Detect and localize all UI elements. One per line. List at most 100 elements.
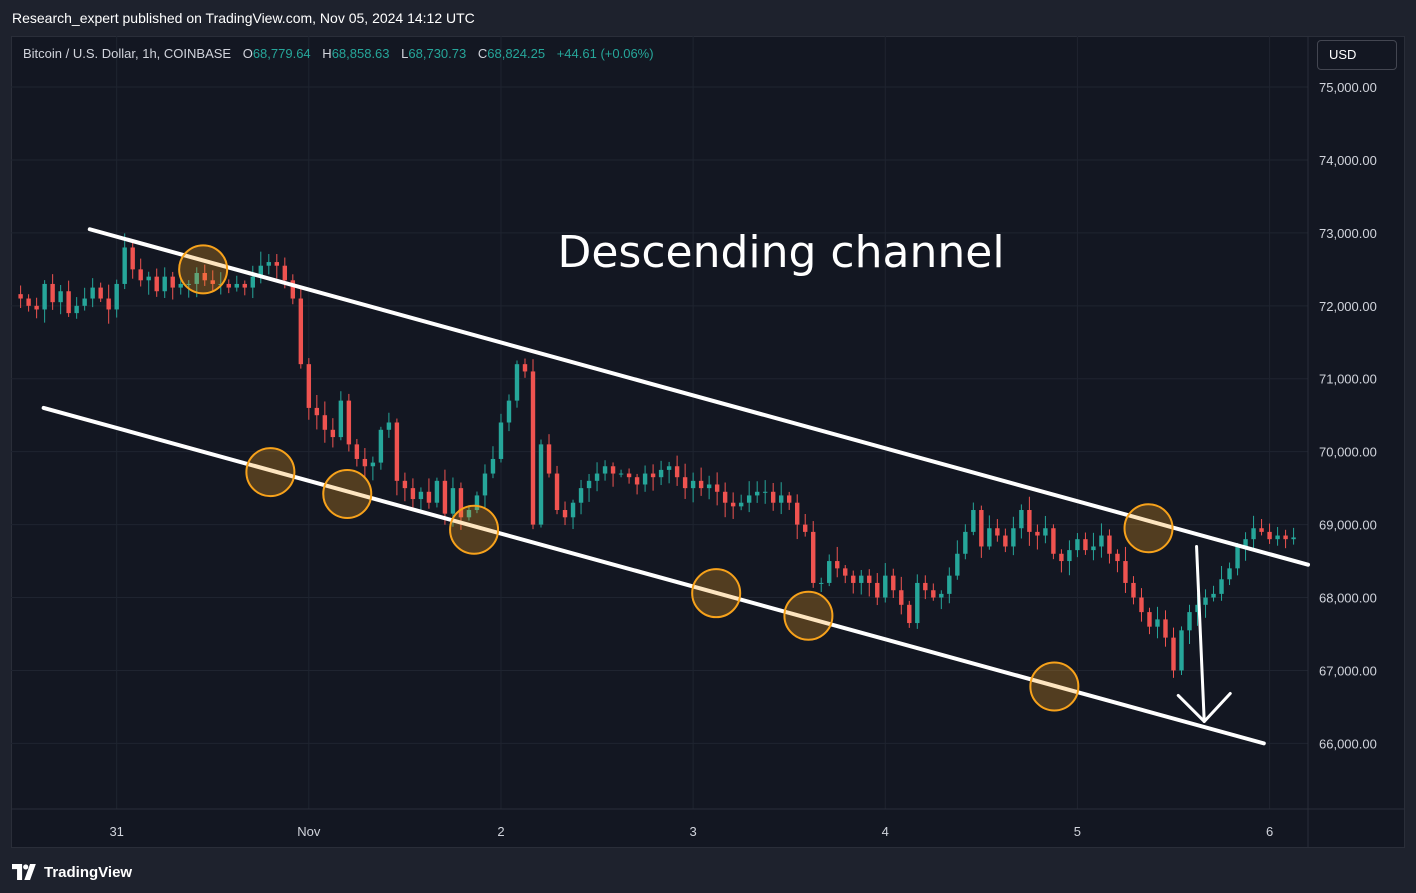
- candle-body: [50, 283, 55, 303]
- candle-down: [1115, 549, 1120, 573]
- candle-body: [1275, 535, 1280, 540]
- candle-down: [1035, 524, 1040, 550]
- candle-body: [482, 473, 488, 496]
- candle-body: [194, 273, 199, 284]
- candle-body: [274, 262, 280, 266]
- candle-body: [955, 553, 960, 576]
- arrow-shaft: [1195, 544, 1206, 723]
- candle-body: [538, 444, 544, 525]
- candle-body: [146, 276, 151, 281]
- candle-down: [851, 570, 856, 594]
- time-tick-label: 3: [690, 824, 697, 839]
- candle-body: [154, 276, 159, 292]
- candle-body: [546, 444, 552, 474]
- candle-body: [963, 531, 968, 554]
- candle-body: [1107, 535, 1112, 554]
- candle-down: [907, 600, 912, 628]
- currency-button[interactable]: USD: [1317, 40, 1397, 70]
- candle-down: [923, 575, 928, 600]
- candle-up: [859, 570, 864, 595]
- candle-body: [1131, 582, 1136, 598]
- candle-body: [386, 422, 392, 430]
- candle-down: [362, 448, 368, 478]
- candle-down: [891, 568, 896, 599]
- chart-frame[interactable]: [11, 36, 1405, 848]
- candle-body: [1267, 531, 1272, 540]
- candle-body: [738, 502, 744, 507]
- candle-body: [1011, 528, 1016, 547]
- lower-channel-line: [41, 405, 1266, 746]
- candle-down: [210, 270, 215, 292]
- candle-up: [1203, 589, 1208, 618]
- candle-up: [82, 287, 87, 311]
- candle-body: [290, 280, 296, 299]
- candle-up: [578, 479, 584, 515]
- tradingview-logo-icon: [12, 864, 36, 880]
- candle-up: [1019, 504, 1024, 539]
- candle-up: [642, 465, 648, 492]
- low-label: L: [401, 46, 409, 61]
- candle-up: [955, 540, 960, 580]
- candle-body: [674, 466, 680, 478]
- candle-body: [514, 364, 520, 401]
- candle-body: [250, 276, 255, 288]
- tradingview-brand[interactable]: TradingView: [12, 860, 132, 884]
- candle-down: [1003, 528, 1008, 553]
- candle-down: [106, 284, 111, 324]
- candle-up: [706, 475, 712, 500]
- candle-down: [130, 239, 135, 279]
- candle-up: [1291, 527, 1296, 545]
- candle-body: [1155, 619, 1160, 627]
- candle-down: [546, 434, 552, 478]
- candle-body: [258, 265, 263, 277]
- descending-channel: [41, 227, 1310, 746]
- chart-annotation: Descending channel: [557, 227, 1004, 278]
- candle-body: [1091, 546, 1096, 551]
- candle-down: [899, 576, 904, 615]
- candle-up: [498, 413, 504, 463]
- candle-body: [714, 484, 720, 492]
- candle-up: [947, 567, 952, 604]
- candle-up: [827, 554, 832, 587]
- candle-body: [907, 604, 912, 624]
- candle-body: [410, 488, 416, 500]
- publish-info: Research_expert published on TradingView…: [12, 10, 475, 26]
- candle-down: [714, 472, 720, 506]
- symbol-title[interactable]: Bitcoin / U.S. Dollar, 1h, COINBASE: [23, 46, 232, 61]
- close-label: C: [477, 46, 488, 61]
- candle-down: [274, 254, 280, 279]
- candle-body: [1059, 553, 1064, 562]
- time-axis[interactable]: 31 Nov 2 3 4 5 6: [109, 824, 1273, 839]
- candle-body: [1163, 619, 1168, 638]
- candle-body: [490, 458, 496, 474]
- candle-body: [570, 502, 576, 518]
- price-tick-label: 68,000.00: [1319, 591, 1377, 606]
- open-value: 68,779.64: [252, 46, 311, 61]
- candle-down: [170, 271, 175, 300]
- touch-marker: [449, 504, 500, 555]
- candle-body: [666, 466, 672, 470]
- candle-up: [1067, 540, 1072, 576]
- candle-body: [578, 488, 584, 503]
- candle-up: [370, 456, 376, 481]
- candle-body: [915, 582, 920, 624]
- candle-body: [138, 269, 143, 281]
- candle-down: [610, 462, 616, 487]
- price-tick-label: 67,000.00: [1319, 663, 1377, 678]
- candle-down: [298, 286, 304, 369]
- candle-body: [1051, 528, 1056, 554]
- candle-down: [698, 467, 704, 496]
- candle-body: [642, 473, 648, 485]
- candle-body: [875, 582, 880, 598]
- candle-down: [626, 468, 632, 484]
- candle-body: [658, 469, 664, 478]
- candle-down: [530, 359, 536, 530]
- candle-body: [778, 495, 784, 503]
- touch-marker: [1123, 503, 1174, 554]
- price-axis[interactable]: 75,000.00 74,000.00 73,000.00 72,000.00 71,0…: [1319, 80, 1377, 751]
- candle-down: [682, 463, 688, 499]
- candle-body: [1187, 612, 1192, 631]
- candle-up: [594, 462, 600, 492]
- candle-body: [1075, 539, 1080, 551]
- price-chart[interactable]: 75,000.00 74,000.00 73,000.00 72,000.00 71,0…: [11, 36, 1405, 848]
